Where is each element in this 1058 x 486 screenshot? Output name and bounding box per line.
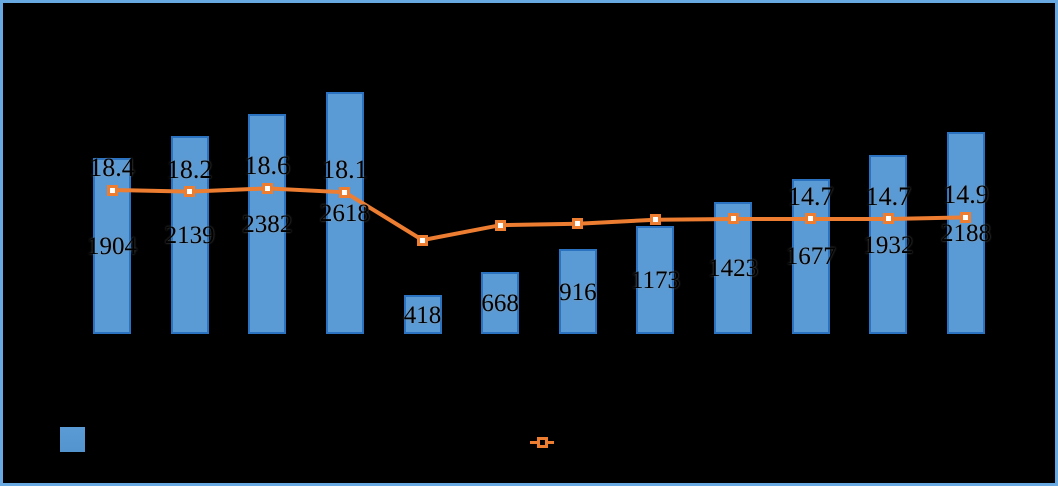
bar	[170, 136, 209, 334]
line-point-marker	[727, 213, 739, 225]
line-value-label: 14.9	[943, 180, 989, 210]
line-point-marker	[184, 186, 196, 198]
line-point-marker	[805, 213, 817, 225]
line-value-label: 18.1	[322, 155, 368, 185]
bar-value-label: 2188	[940, 219, 991, 247]
bar-value-label: 1677	[785, 243, 836, 271]
bar	[791, 178, 830, 334]
bar	[403, 295, 442, 334]
bar-value-label: 916	[559, 278, 597, 306]
bar	[869, 155, 908, 334]
plot-area	[3, 3, 1055, 483]
bar-value-label: 668	[481, 290, 519, 318]
bar-value-label: 2382	[242, 210, 293, 238]
line-point-marker	[649, 214, 661, 226]
bar-series-swatch-icon	[60, 427, 85, 452]
bar-value-label: 1423	[708, 255, 759, 283]
line-value-label: 18.6	[244, 151, 291, 181]
line-point-marker	[261, 182, 273, 194]
marker-layer	[3, 3, 1055, 483]
line-series-swatch-icon	[530, 437, 554, 448]
bar	[636, 225, 675, 334]
growth-line	[111, 186, 967, 243]
line-point-marker	[339, 186, 351, 198]
line-value-label: 14.7	[787, 181, 834, 211]
bar-value-label: 2139	[164, 222, 215, 250]
bar-value-label: 418	[403, 301, 442, 329]
bar	[946, 131, 985, 334]
bar-value-label: 1904	[87, 233, 137, 260]
bar	[714, 202, 753, 334]
bar	[558, 249, 597, 334]
line-value-label: 18.2	[166, 154, 213, 184]
line-point-marker	[417, 234, 429, 246]
bar	[248, 113, 287, 334]
line-point-marker	[572, 218, 584, 230]
line-value-label: 18.4	[89, 153, 135, 182]
line-series-layer	[111, 186, 967, 243]
bar-value-label: 1173	[630, 266, 680, 294]
label-layer: 1904 18.4 2139 18.2 2382 18.6 2618 18.1 418 668 91…	[3, 3, 1055, 483]
bar-value-label: 2618	[319, 200, 370, 227]
line-value-label: 14.7	[865, 181, 912, 211]
bar	[325, 92, 364, 334]
line-point-marker	[106, 184, 118, 196]
bar-value-label: 1932	[863, 231, 914, 259]
bar	[481, 272, 520, 334]
line-point-marker	[494, 219, 506, 231]
line-point-marker	[960, 211, 972, 223]
line-point-marker	[882, 213, 894, 225]
